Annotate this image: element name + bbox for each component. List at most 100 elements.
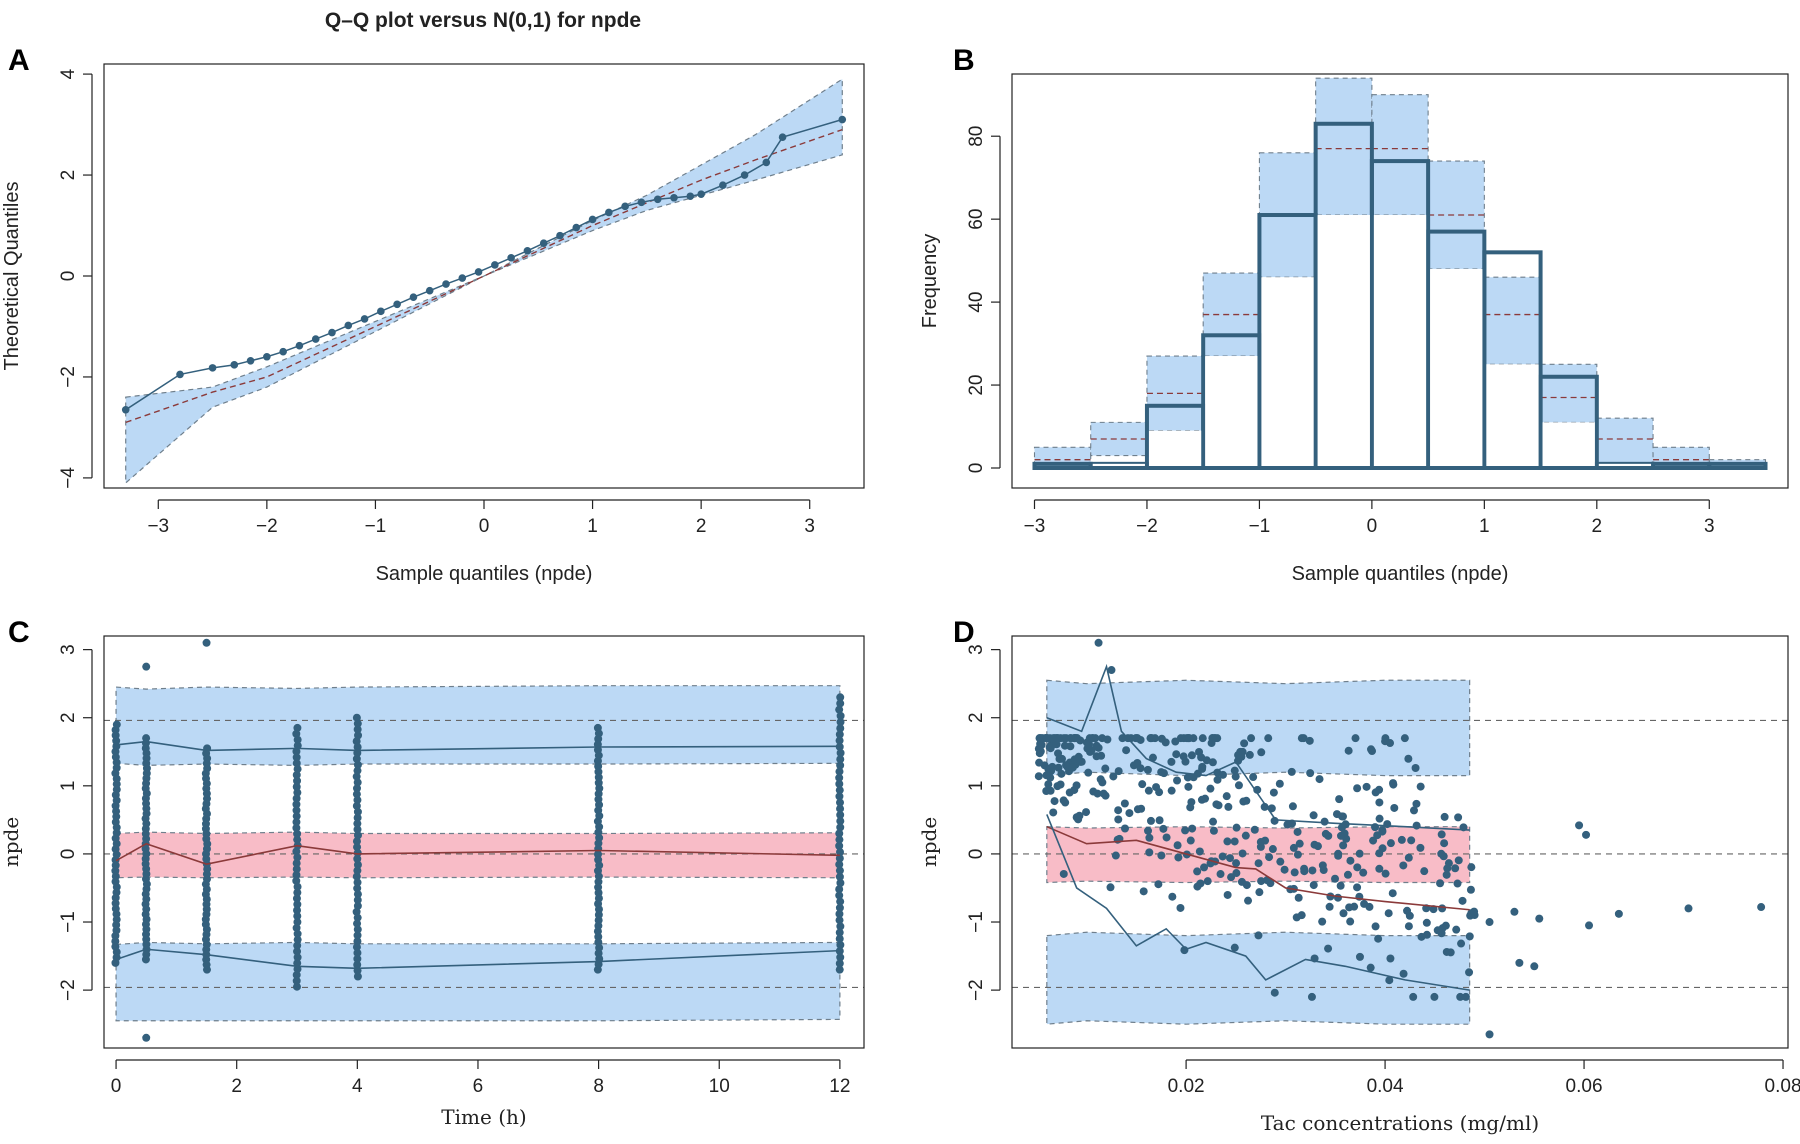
- npde-point: [1378, 844, 1387, 853]
- npde-point: [1249, 773, 1258, 782]
- npde-point: [1465, 968, 1474, 977]
- npde-point: [835, 885, 844, 894]
- npde-point: [835, 835, 844, 844]
- npde-point: [1465, 932, 1474, 941]
- npde-point: [353, 960, 362, 969]
- npde-point: [1218, 770, 1227, 779]
- x-tick-label: 4: [352, 1076, 363, 1097]
- histogram-band: [1483, 276, 1542, 365]
- npde-point: [293, 776, 302, 785]
- npde-point: [1242, 796, 1251, 805]
- npde-point: [292, 894, 301, 903]
- npde-point: [1218, 852, 1227, 861]
- npde-point: [1436, 879, 1445, 888]
- x-tick-label: 0.04: [1367, 1076, 1404, 1097]
- npde-point: [1088, 734, 1097, 743]
- qq-point: [539, 239, 548, 247]
- npde-point: [1295, 839, 1304, 848]
- npde-point: [293, 912, 302, 921]
- x-tick-label: 1: [587, 516, 598, 537]
- npde-point: [353, 925, 362, 934]
- npde-point: [1456, 992, 1465, 1001]
- npde-point: [293, 853, 302, 862]
- npde-point: [1157, 734, 1166, 743]
- x-tick-label: 0.08: [1765, 1076, 1800, 1097]
- npde-point: [1055, 754, 1064, 763]
- npde-point: [293, 900, 302, 909]
- npde-point: [292, 818, 301, 827]
- npde-point: [1073, 734, 1082, 743]
- npde-point: [1060, 741, 1069, 750]
- x-tick-label: 1: [1479, 516, 1490, 537]
- npde-point: [1094, 638, 1103, 647]
- npde-point: [835, 730, 844, 739]
- x-axis-label: Sample quantiles (npde): [1292, 563, 1509, 585]
- npde-point: [1451, 864, 1460, 873]
- x-tick-label: 2: [1592, 516, 1603, 537]
- npde-point: [1042, 787, 1051, 796]
- npde-point: [594, 778, 603, 787]
- npde-point: [293, 765, 302, 774]
- npde-point: [1283, 820, 1292, 829]
- y-tick-label: 1: [966, 781, 987, 792]
- npde-point: [1439, 852, 1448, 861]
- npde-point: [1337, 823, 1346, 832]
- x-axis-label: Sample quantiles (npde): [376, 563, 593, 585]
- npde-point: [293, 788, 302, 797]
- npde-point: [835, 786, 844, 795]
- panel-label-d: D: [953, 616, 975, 649]
- npde-point: [1461, 992, 1470, 1001]
- prediction-band-middle: [115, 831, 841, 879]
- npde-point: [1212, 800, 1221, 809]
- prediction-band-upper: [115, 685, 841, 766]
- npde-point: [1238, 849, 1247, 858]
- npde-point: [1197, 753, 1206, 762]
- qq-point: [377, 307, 385, 316]
- npde-point: [1230, 837, 1239, 846]
- npde-point: [836, 922, 845, 931]
- npde-point: [1076, 757, 1085, 766]
- npde-point: [352, 837, 361, 846]
- qq-point: [686, 192, 695, 201]
- npde-point: [1061, 798, 1070, 807]
- y-tick-label: 20: [966, 374, 987, 395]
- npde-point: [1335, 795, 1344, 804]
- npde-point: [1044, 780, 1053, 789]
- y-tick-label: −2: [58, 366, 79, 388]
- npde-point: [353, 901, 362, 910]
- npde-point: [1253, 785, 1262, 794]
- npde-point: [1535, 914, 1544, 923]
- npde-point: [353, 725, 362, 734]
- npde-point: [835, 934, 844, 943]
- npde-point: [1145, 848, 1154, 857]
- npde-point: [293, 888, 302, 897]
- x-tick-label: 0.02: [1168, 1076, 1205, 1097]
- npde-point: [1264, 734, 1273, 743]
- npde-point: [1189, 773, 1198, 782]
- npde-point: [835, 909, 844, 918]
- qq-point: [762, 158, 771, 167]
- npde-point: [1065, 788, 1074, 797]
- npde-point: [1232, 823, 1241, 832]
- npde-point: [1145, 833, 1154, 842]
- npde-point: [292, 870, 301, 879]
- histogram-band: [1146, 355, 1204, 432]
- npde-point: [1085, 747, 1094, 756]
- y-tick-label: 4: [58, 68, 79, 79]
- npde-point: [1146, 816, 1155, 825]
- npde-point: [1409, 806, 1418, 815]
- histogram-bar: [1482, 250, 1543, 470]
- npde-point: [1757, 903, 1766, 912]
- npde-point: [1390, 803, 1399, 812]
- y-tick-label: 3: [58, 644, 79, 655]
- npde-point: [292, 865, 301, 874]
- npde-point: [1198, 734, 1207, 743]
- npde-point: [835, 841, 844, 850]
- npde-point: [1485, 1030, 1494, 1039]
- npde-point: [1275, 779, 1284, 788]
- npde-point: [1254, 859, 1263, 868]
- npde-point: [1300, 867, 1309, 876]
- npde-point: [1454, 856, 1463, 865]
- npde-point: [292, 806, 301, 815]
- npde-point: [353, 937, 362, 946]
